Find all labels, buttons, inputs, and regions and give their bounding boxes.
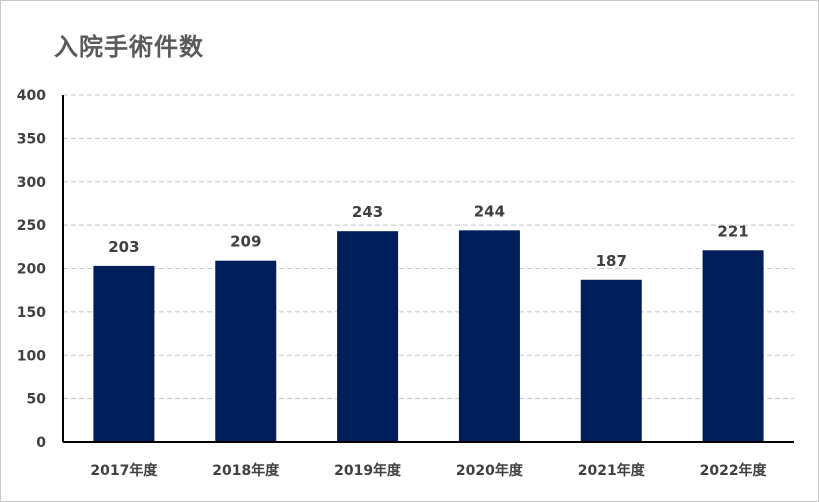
y-tick-label: 250 xyxy=(17,218,46,234)
y-tick-label: 350 xyxy=(17,131,46,147)
bars xyxy=(93,230,764,442)
x-tick-label: 2019年度 xyxy=(334,462,402,479)
bar xyxy=(93,265,155,442)
data-label: 221 xyxy=(717,222,748,240)
bar xyxy=(580,279,642,442)
y-tick-label: 50 xyxy=(27,392,47,408)
x-tick-label: 2018年度 xyxy=(212,462,280,479)
data-label: 209 xyxy=(230,233,261,251)
gridlines xyxy=(63,94,794,400)
labels: 0 50 100 150 200 250 300 350 400 203 2017年度 209 2018… xyxy=(17,88,768,479)
x-tick-label: 2017年度 xyxy=(90,462,158,479)
bar xyxy=(215,260,277,442)
data-label: 187 xyxy=(596,252,627,270)
y-tick-label: 300 xyxy=(17,175,46,191)
y-tick-label: 0 xyxy=(36,435,46,451)
y-tick-label: 100 xyxy=(17,348,46,364)
data-label: 203 xyxy=(108,238,139,256)
y-tick-label: 200 xyxy=(17,262,46,278)
y-tick-label: 150 xyxy=(17,305,46,321)
data-label: 244 xyxy=(474,202,505,220)
bar xyxy=(458,230,520,442)
chart-title: 入院手術件数 xyxy=(54,33,204,61)
bar xyxy=(337,231,399,442)
bar xyxy=(702,250,764,442)
x-tick-label: 2022年度 xyxy=(700,462,768,479)
data-label: 243 xyxy=(352,203,383,221)
axes xyxy=(62,95,794,443)
x-tick-label: 2021年度 xyxy=(578,462,646,479)
y-tick-label: 400 xyxy=(17,88,46,104)
x-tick-label: 2020年度 xyxy=(456,462,524,479)
